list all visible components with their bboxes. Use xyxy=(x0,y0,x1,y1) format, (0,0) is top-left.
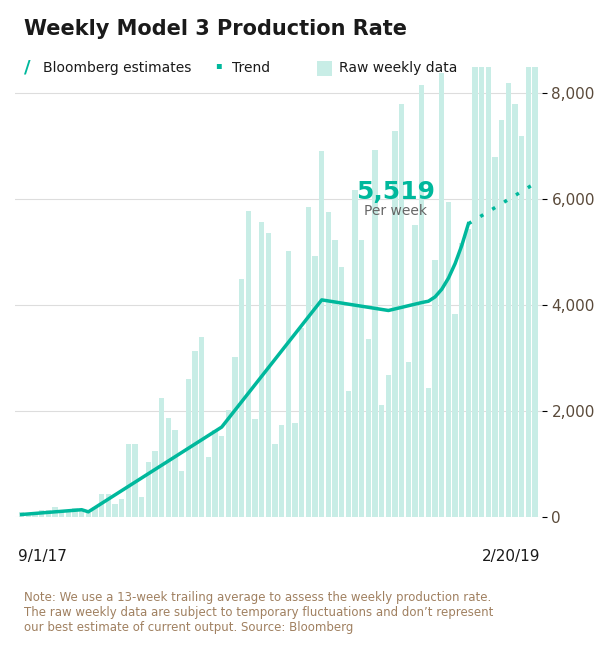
Bar xyxy=(226,410,231,517)
Bar xyxy=(92,507,98,517)
Bar xyxy=(346,391,351,517)
Bar xyxy=(373,149,378,517)
Bar xyxy=(85,513,91,517)
Text: Trend: Trend xyxy=(232,61,270,75)
Bar xyxy=(332,240,338,517)
Bar xyxy=(399,104,404,517)
Bar xyxy=(412,225,418,517)
Bar xyxy=(292,423,298,517)
Bar xyxy=(499,120,504,517)
Bar xyxy=(179,472,184,517)
Bar xyxy=(232,357,238,517)
Bar xyxy=(19,512,24,517)
Bar xyxy=(326,212,331,517)
Bar xyxy=(392,131,398,517)
Text: 2/20/19: 2/20/19 xyxy=(482,549,540,564)
Bar xyxy=(406,362,411,517)
Bar xyxy=(519,136,525,517)
Bar xyxy=(419,85,425,517)
Bar xyxy=(353,190,357,517)
Bar xyxy=(192,351,198,517)
Bar xyxy=(219,436,224,517)
Bar xyxy=(273,444,278,517)
Bar xyxy=(152,451,158,517)
Bar xyxy=(59,512,64,517)
Bar xyxy=(426,388,431,517)
Bar xyxy=(506,83,511,517)
Bar xyxy=(66,512,71,517)
Bar xyxy=(126,444,131,517)
Text: ·: · xyxy=(214,54,224,82)
Bar xyxy=(259,222,264,517)
Bar xyxy=(266,233,271,517)
Bar xyxy=(492,157,498,517)
Bar xyxy=(466,229,471,517)
Bar xyxy=(312,256,318,517)
Bar xyxy=(379,405,384,517)
Bar xyxy=(386,375,391,517)
Bar xyxy=(206,457,211,517)
Bar xyxy=(99,494,104,517)
Bar xyxy=(166,419,171,517)
Text: 9/1/17: 9/1/17 xyxy=(18,549,67,564)
Bar xyxy=(159,398,164,517)
Bar xyxy=(132,444,138,517)
Bar xyxy=(512,104,518,517)
Bar xyxy=(459,243,464,517)
Bar xyxy=(486,26,491,517)
Bar xyxy=(26,512,31,517)
Bar xyxy=(253,419,257,517)
Text: 5,519: 5,519 xyxy=(356,181,434,204)
Bar xyxy=(432,259,438,517)
Bar xyxy=(119,499,124,517)
Bar xyxy=(146,462,151,517)
Bar xyxy=(212,430,218,517)
Bar xyxy=(339,267,345,517)
Text: Note: We use a 13-week trailing average to assess the weekly production rate.
Th: Note: We use a 13-week trailing average … xyxy=(24,591,493,634)
Bar xyxy=(439,73,445,517)
Bar xyxy=(279,425,284,517)
Bar xyxy=(46,510,51,517)
Bar xyxy=(366,339,371,517)
Bar xyxy=(299,328,304,517)
Text: Per week: Per week xyxy=(364,204,426,218)
Bar xyxy=(199,337,204,517)
Text: Raw weekly data: Raw weekly data xyxy=(339,61,457,75)
Bar xyxy=(73,509,77,517)
Text: Weekly Model 3 Production Rate: Weekly Model 3 Production Rate xyxy=(24,19,407,39)
Bar xyxy=(446,202,451,517)
Bar xyxy=(79,510,84,517)
Bar xyxy=(112,505,118,517)
Bar xyxy=(52,507,58,517)
Bar xyxy=(185,379,191,517)
Bar xyxy=(39,509,45,517)
Bar xyxy=(106,494,111,517)
Bar xyxy=(246,211,251,517)
Text: Bloomberg estimates: Bloomberg estimates xyxy=(43,61,191,75)
Bar xyxy=(173,430,178,517)
Bar xyxy=(526,0,531,517)
Bar xyxy=(472,0,478,517)
Bar xyxy=(359,240,364,517)
Bar xyxy=(479,0,484,517)
Bar xyxy=(533,0,538,517)
Bar xyxy=(139,497,145,517)
Bar xyxy=(319,151,325,517)
Bar xyxy=(453,314,458,517)
Bar xyxy=(32,514,38,517)
Bar xyxy=(285,251,291,517)
Text: /: / xyxy=(24,59,31,77)
Bar xyxy=(306,207,311,517)
Bar xyxy=(239,279,245,517)
